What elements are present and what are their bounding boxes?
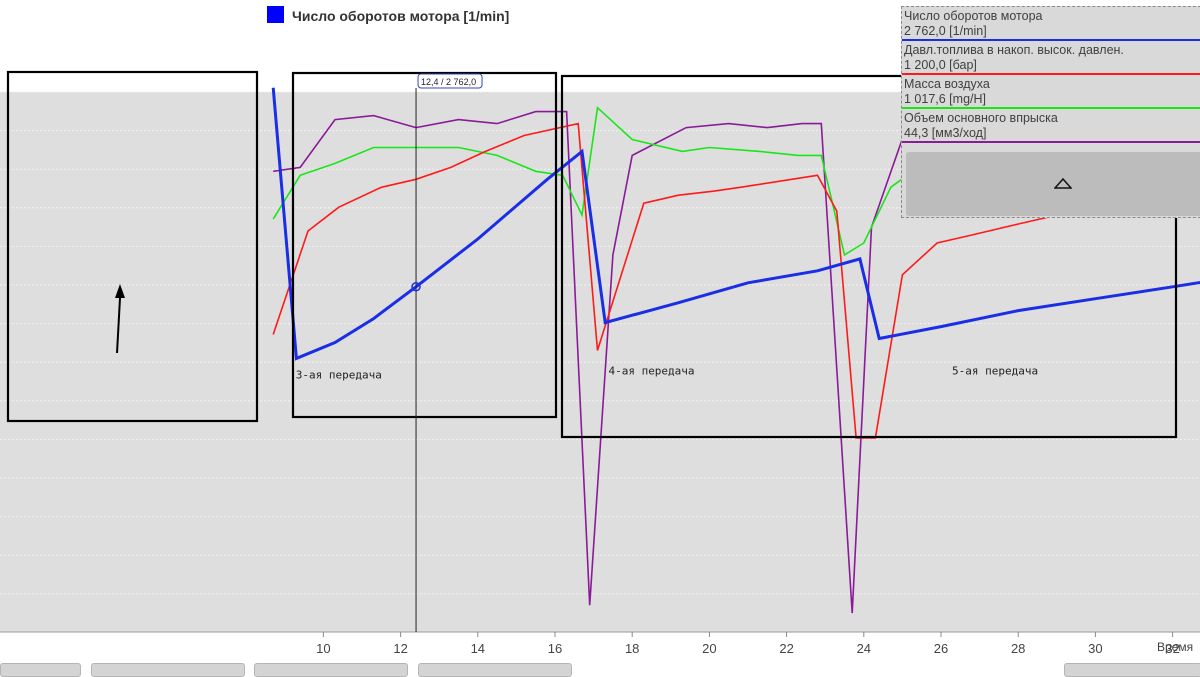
gear-box-3 (6, 70, 259, 423)
bottom-tab-2[interactable] (91, 663, 245, 677)
legend-item-air-mass[interactable]: Масса воздуха 1 017,6 [mg/H] (902, 75, 1200, 109)
bottom-tab-strip (0, 663, 1200, 677)
cursor-marker (411, 282, 421, 292)
bottom-tab-4[interactable] (418, 663, 572, 677)
cursor-tooltip: 12,4 / 2 762,0 (417, 73, 483, 89)
chart-title: Число оборотов мотора [1/min] (292, 8, 509, 24)
x-tick-label: 22 (779, 641, 793, 656)
legend-item-injection-volume[interactable]: Объем основного впрыска 44,3 [мм3/ход] (902, 109, 1200, 143)
series-line-0 (271, 87, 1200, 361)
x-tick-label: 14 (471, 641, 485, 656)
gear-annotation-3: 3-ая передача (296, 368, 382, 381)
cursor-value-label: 12,4 / 2 762,0 (421, 77, 476, 87)
legend-item-engine-speed[interactable]: Число оборотов мотора 2 762,0 [1/min] (902, 7, 1200, 41)
x-tick-label: 20 (702, 641, 716, 656)
legend-swatch-red (902, 73, 1200, 75)
bottom-tab-3[interactable] (254, 663, 408, 677)
legend-item-value: 1 200,0 [бар] (904, 58, 977, 72)
gear-box-4 (291, 71, 558, 419)
x-tick-label: 30 (1088, 641, 1102, 656)
bottom-tab-5[interactable] (1064, 663, 1200, 677)
legend-item-name: Масса воздуха (904, 77, 990, 91)
x-axis-label: Время (1157, 640, 1193, 654)
x-tick-label: 18 (625, 641, 639, 656)
gear-annotation-5: 5-ая передача (952, 364, 1038, 377)
x-tick-label: 32 (1165, 641, 1179, 656)
legend-swatch-blue (902, 39, 1200, 41)
x-tick-label: 16 (548, 641, 562, 656)
x-tick-label: 24 (857, 641, 871, 656)
x-tick-label: 10 (316, 641, 330, 656)
legend-panel: Число оборотов мотора 2 762,0 [1/min] Да… (901, 6, 1200, 218)
legend-item-value: 2 762,0 [1/min] (904, 24, 987, 38)
x-axis-ticks: 101214161820222426283032343638 (316, 632, 1180, 656)
x-tick-label: 12 (393, 641, 407, 656)
arrow-annotation (115, 284, 125, 354)
legend-item-name: Число оборотов мотора (904, 9, 1043, 23)
legend-swatch-purple (902, 141, 1200, 143)
legend-collapse-button[interactable] (906, 152, 1200, 216)
legend-swatch-green (902, 107, 1200, 109)
legend-item-name: Давл.топлива в накоп. высок. давлен. (904, 43, 1124, 57)
x-tick-label: 26 (934, 641, 948, 656)
triangle-up-icon (1054, 178, 1072, 189)
legend-item-fuel-pressure[interactable]: Давл.топлива в накоп. высок. давлен. 1 2… (902, 41, 1200, 75)
bottom-tab-1[interactable] (0, 663, 81, 677)
annotations: 3-ая передача 4-ая передача 5-ая передача (296, 364, 1038, 381)
gear-annotation-4: 4-ая передача (608, 364, 694, 377)
x-tick-label: 28 (1011, 641, 1025, 656)
legend-item-value: 1 017,6 [mg/H] (904, 92, 986, 106)
legend-item-value: 44,3 [мм3/ход] (904, 126, 987, 140)
legend-item-name: Объем основного впрыска (904, 111, 1058, 125)
title-swatch (267, 6, 284, 23)
gear-box-5 (560, 74, 1178, 439)
